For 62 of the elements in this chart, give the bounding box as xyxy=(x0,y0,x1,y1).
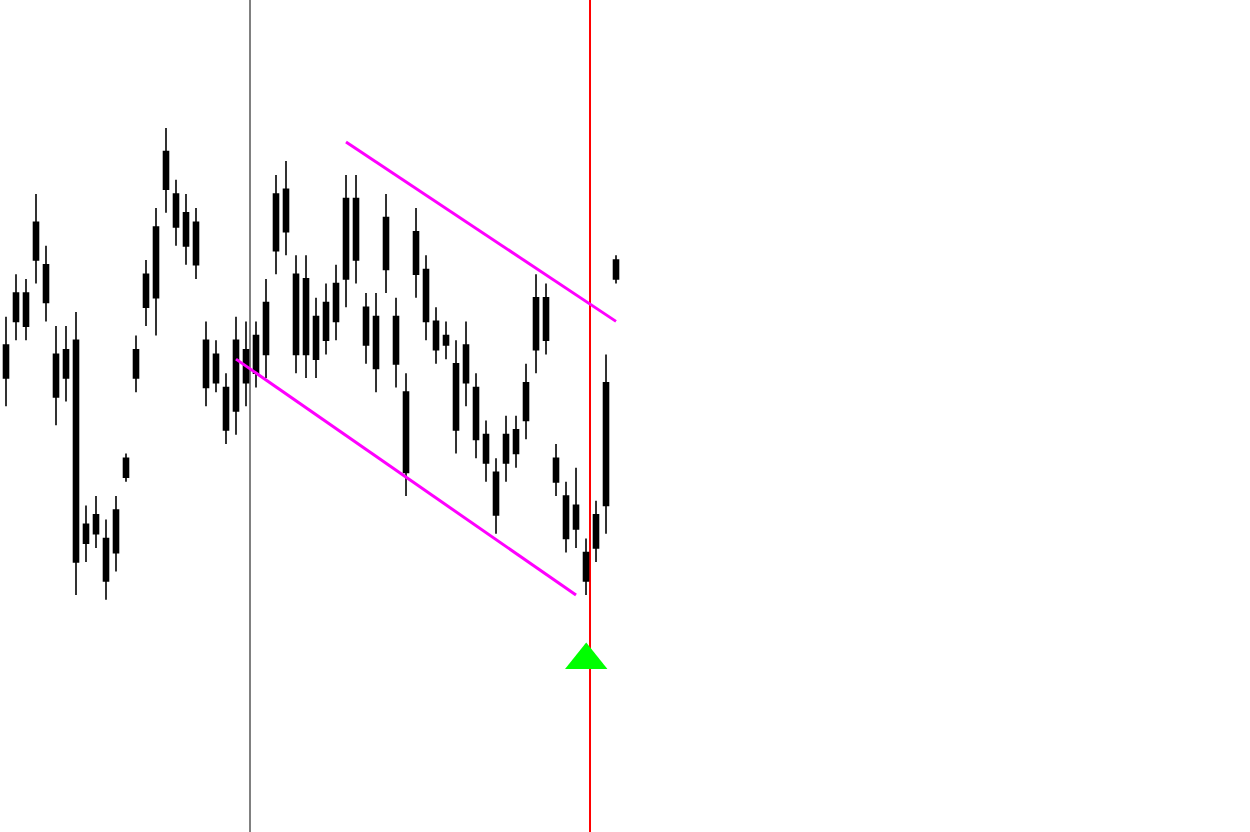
candlestick xyxy=(392,296,400,389)
candlestick xyxy=(412,207,420,299)
candlestick xyxy=(422,254,430,342)
candlestick xyxy=(432,306,440,365)
candlestick xyxy=(132,334,140,393)
candlestick xyxy=(372,292,380,393)
candlestick xyxy=(232,315,240,436)
candlestick xyxy=(512,414,520,469)
candlestick xyxy=(102,518,110,601)
candlestick xyxy=(172,178,180,247)
candlestick xyxy=(502,414,510,483)
candlestick xyxy=(152,207,160,337)
candlestick xyxy=(362,292,370,365)
candlestick xyxy=(352,174,360,285)
candlestick xyxy=(262,278,270,379)
candlestick xyxy=(442,320,450,360)
candlestick xyxy=(582,537,590,596)
candlestick xyxy=(472,372,480,460)
candlestick xyxy=(332,263,340,342)
candlestick xyxy=(242,320,250,408)
candlestick xyxy=(22,278,30,342)
candlestick xyxy=(312,296,320,379)
candlestick xyxy=(32,193,40,285)
candlestick xyxy=(492,457,500,535)
candlestick xyxy=(12,273,20,342)
candlestick xyxy=(192,207,200,280)
candlestick xyxy=(92,495,100,549)
candlestick xyxy=(72,311,80,596)
candlestick xyxy=(282,160,290,257)
candlestick xyxy=(522,363,530,441)
candlestick xyxy=(82,504,90,563)
candlestick xyxy=(292,254,300,375)
candlestick xyxy=(182,193,190,266)
candlestick xyxy=(42,245,50,323)
candlestick xyxy=(402,372,410,497)
candlestick xyxy=(572,466,580,549)
candlestick xyxy=(532,273,540,375)
candlestick xyxy=(562,481,570,554)
candlestick xyxy=(202,320,210,408)
candlestick xyxy=(162,127,170,214)
candlestick xyxy=(462,320,470,408)
candlestick xyxy=(212,339,220,393)
candlestick xyxy=(252,320,260,389)
candlestick xyxy=(302,254,310,379)
candlestick xyxy=(142,259,150,327)
candlestick xyxy=(222,372,230,445)
candlestick xyxy=(122,452,130,483)
candlestick xyxy=(592,499,600,563)
candlestick xyxy=(2,315,10,408)
candlestick xyxy=(272,174,280,275)
candlestick xyxy=(612,254,620,285)
candlestick xyxy=(52,325,60,426)
candlestick xyxy=(482,419,490,483)
candlestick xyxy=(322,282,330,356)
candlestick xyxy=(602,353,610,535)
candlestick xyxy=(62,325,70,403)
candlestick xyxy=(542,282,550,356)
candlestick xyxy=(342,174,350,309)
candlestick xyxy=(112,495,120,573)
candlestick xyxy=(452,339,460,455)
candlestick xyxy=(552,443,560,497)
candlestick xyxy=(382,193,390,294)
